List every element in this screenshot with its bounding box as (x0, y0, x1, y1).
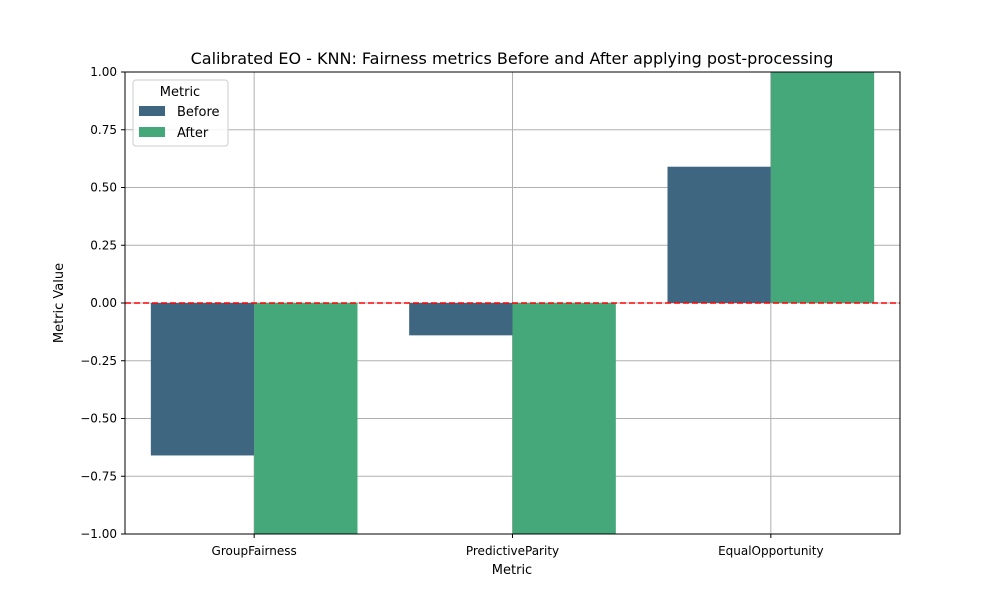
y-tick-label: −0.25 (80, 354, 117, 368)
chart-title: Calibrated EO - KNN: Fairness metrics Be… (191, 49, 834, 68)
y-tick-label: −0.75 (80, 469, 117, 483)
legend-label: Before (177, 105, 220, 120)
y-tick-label: 0.00 (90, 296, 117, 310)
y-tick-label: −0.50 (80, 412, 117, 426)
y-tick-label: 0.50 (90, 181, 117, 195)
x-tick-label: PredictiveParity (466, 544, 559, 558)
y-axis-label: Metric Value (52, 263, 67, 343)
bar-before (150, 303, 255, 456)
bar-after (512, 303, 616, 534)
x-tick-label: GroupFairness (212, 544, 297, 558)
bar-after (254, 303, 358, 534)
y-tick-label: 0.75 (90, 123, 117, 137)
y-axis: −1.00 −0.75 −0.50 −0.25 0.00 0.25 0.50 0.75 1.00 (80, 65, 125, 541)
bar-before (409, 303, 513, 336)
bar-before (667, 166, 771, 303)
legend-swatch (139, 106, 165, 116)
x-axis-label: Metric (492, 563, 532, 578)
x-tick-label: EqualOpportunity (718, 544, 824, 558)
y-tick-label: 1.00 (90, 65, 117, 79)
bar-after (770, 72, 875, 303)
legend-swatch (139, 127, 165, 137)
x-axis: GroupFairness PredictiveParity EqualOpport… (212, 534, 824, 558)
y-tick-label: 0.25 (90, 238, 117, 252)
bars (150, 72, 875, 534)
legend-label: After (177, 126, 209, 141)
legend: Metric Before After (132, 79, 229, 147)
y-tick-label: −1.00 (80, 527, 117, 541)
legend-title: Metric (160, 85, 200, 100)
